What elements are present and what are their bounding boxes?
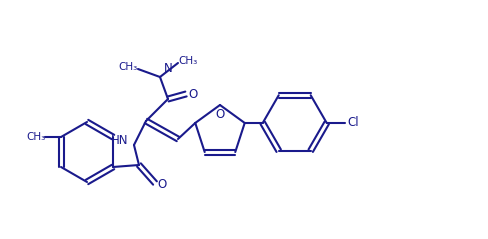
Text: CH₃: CH₃ bbox=[178, 56, 197, 66]
Text: O: O bbox=[188, 87, 197, 101]
Text: CH₃: CH₃ bbox=[26, 132, 45, 142]
Text: CH₃: CH₃ bbox=[118, 62, 137, 72]
Text: HN: HN bbox=[111, 134, 128, 147]
Text: O: O bbox=[215, 109, 224, 121]
Text: N: N bbox=[163, 61, 172, 75]
Text: Cl: Cl bbox=[346, 116, 358, 130]
Text: O: O bbox=[157, 179, 166, 191]
